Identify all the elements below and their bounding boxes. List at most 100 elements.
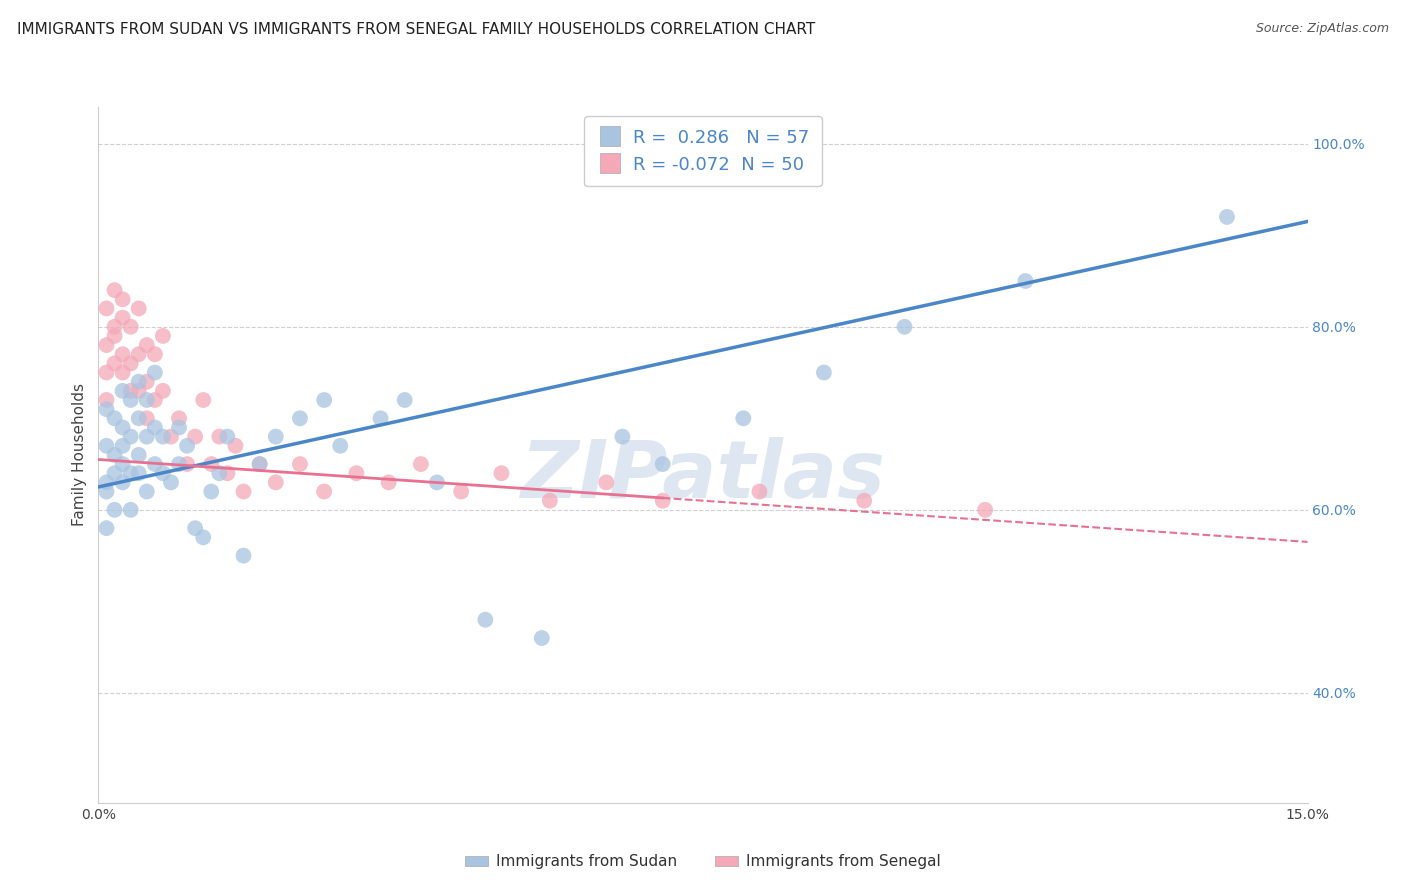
Point (135, 375, 157, 389)
Point (167, 411, 190, 425)
Text: IMMIGRANTS FROM SUDAN VS IMMIGRANTS FROM SENEGAL FAMILY HOUSEHOLDS CORRELATION C: IMMIGRANTS FROM SUDAN VS IMMIGRANTS FROM… (17, 22, 815, 37)
Point (135, 338, 157, 352)
Point (651, 457, 673, 471)
Point (152, 429, 174, 443)
Point (200, 484, 222, 499)
Point (135, 411, 157, 425)
Point (143, 457, 166, 471)
Point (612, 429, 634, 443)
Legend: R =  0.286   N = 57, R = -0.072  N = 50: R = 0.286 N = 57, R = -0.072 N = 50 (583, 116, 823, 186)
Point (96, 521, 118, 535)
Point (748, 484, 770, 499)
Point (96, 301, 118, 316)
Point (103, 411, 125, 425)
Point (184, 429, 207, 443)
Point (120, 384, 142, 398)
Text: ZIPatlas: ZIPatlas (520, 437, 886, 515)
Point (288, 411, 311, 425)
Point (853, 493, 876, 508)
Point (103, 467, 125, 481)
Point (314, 392, 336, 407)
Point (111, 293, 134, 307)
Point (249, 457, 271, 471)
Point (344, 467, 367, 481)
Point (96, 484, 118, 499)
Point (96, 475, 118, 490)
Point (111, 475, 134, 490)
Point (128, 448, 150, 462)
Point (538, 493, 561, 508)
Point (111, 347, 134, 361)
Point (377, 475, 399, 490)
Point (103, 503, 125, 517)
Point (232, 549, 254, 563)
Point (96, 366, 118, 380)
Legend: Immigrants from Sudan, Immigrants from Senegal: Immigrants from Sudan, Immigrants from S… (460, 848, 946, 875)
Point (135, 392, 157, 407)
Point (193, 530, 215, 544)
Point (111, 439, 134, 453)
Point (264, 475, 287, 490)
Point (128, 384, 150, 398)
Point (143, 392, 166, 407)
Point (217, 467, 239, 481)
Point (96, 439, 118, 453)
Point (120, 319, 142, 334)
Point (200, 457, 222, 471)
Point (167, 420, 190, 434)
Point (813, 366, 835, 380)
Y-axis label: Family Households: Family Households (72, 384, 87, 526)
Point (103, 329, 125, 343)
Point (249, 457, 271, 471)
Point (120, 429, 142, 443)
Point (152, 384, 174, 398)
Point (1014, 274, 1036, 288)
Point (370, 411, 392, 425)
Point (135, 484, 157, 499)
Point (120, 467, 142, 481)
Point (111, 384, 134, 398)
Point (426, 475, 449, 490)
Point (217, 429, 239, 443)
Point (135, 429, 157, 443)
Point (394, 392, 416, 407)
Point (120, 503, 142, 517)
Point (120, 356, 142, 370)
Point (232, 484, 254, 499)
Point (103, 448, 125, 462)
Point (128, 375, 150, 389)
Point (474, 613, 496, 627)
Point (208, 467, 231, 481)
Point (111, 457, 134, 471)
Point (893, 319, 915, 334)
Point (450, 484, 472, 499)
Point (96, 392, 118, 407)
Point (314, 484, 336, 499)
Point (128, 411, 150, 425)
Point (409, 457, 432, 471)
Point (103, 319, 125, 334)
Point (167, 457, 190, 471)
Point (184, 521, 207, 535)
Point (160, 475, 183, 490)
Point (143, 347, 166, 361)
Point (143, 366, 166, 380)
Point (96, 402, 118, 417)
Point (111, 420, 134, 434)
Point (176, 457, 198, 471)
Point (128, 467, 150, 481)
Point (1216, 210, 1239, 224)
Point (329, 439, 352, 453)
Point (103, 356, 125, 370)
Point (152, 467, 174, 481)
Point (128, 301, 150, 316)
Point (224, 439, 246, 453)
Point (651, 493, 673, 508)
Point (111, 366, 134, 380)
Point (143, 420, 166, 434)
Point (120, 392, 142, 407)
Point (264, 429, 287, 443)
Point (491, 467, 513, 481)
Point (96, 338, 118, 352)
Point (111, 310, 134, 325)
